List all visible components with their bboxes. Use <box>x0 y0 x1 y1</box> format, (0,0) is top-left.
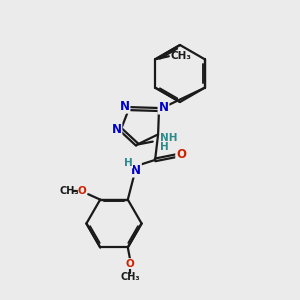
Text: O: O <box>176 148 186 161</box>
Text: H: H <box>160 142 169 152</box>
Text: N: N <box>158 100 169 114</box>
Text: CH₃: CH₃ <box>60 186 80 196</box>
Text: N: N <box>119 100 130 113</box>
Text: H: H <box>124 158 133 168</box>
Text: O: O <box>126 259 135 269</box>
Text: O: O <box>78 186 87 196</box>
Text: NH: NH <box>160 133 178 143</box>
Text: CH₃: CH₃ <box>171 51 192 61</box>
Text: CH₃: CH₃ <box>120 272 140 281</box>
Text: N: N <box>131 164 141 177</box>
Text: N: N <box>111 123 122 136</box>
